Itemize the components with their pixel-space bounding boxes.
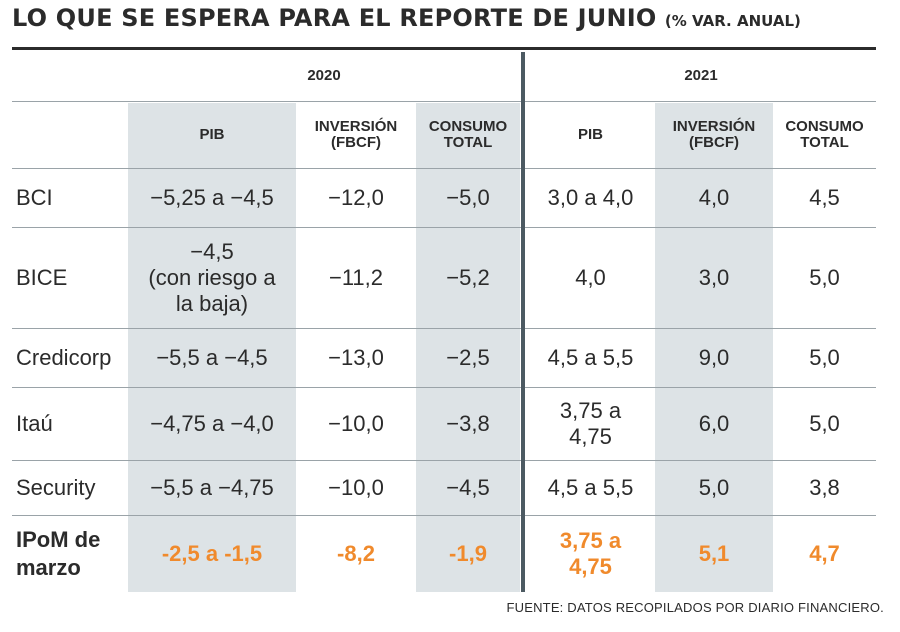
- row-divider: [12, 168, 876, 169]
- title-row: LO QUE SE ESPERA PARA EL REPORTE DE JUNI…: [12, 4, 882, 44]
- table-cell-2020-consumo: -1,9: [449, 541, 487, 566]
- table-cell-2020-inversion: −12,0: [328, 185, 384, 210]
- table-cell-2020-consumo: −5,2: [446, 265, 490, 290]
- table-cell-2020-pib: −5,5 a −4,5: [156, 345, 268, 370]
- table-cell-2021-pib: 3,0 a 4,0: [547, 185, 634, 210]
- column-header-label: PIB: [577, 126, 603, 143]
- table-cell-2021-inversion: 9,0: [698, 345, 730, 370]
- table-cell-2020-inversion: −10,0: [328, 411, 384, 436]
- shaded-column-2020-pib: [128, 103, 296, 592]
- shaded-column-2021-inversion: [655, 103, 773, 592]
- column-header-label: CONSUMO TOTAL: [428, 118, 508, 151]
- table-cell-2020-inversion: −13,0: [328, 345, 384, 370]
- table-cell-2020-inversion: −10,0: [328, 475, 384, 500]
- year-divider: [521, 52, 525, 592]
- column-header-label: INVERSIÓN (FBCF): [314, 118, 398, 151]
- row-label: IPoM de marzo: [16, 527, 101, 580]
- row-label: Itaú: [16, 411, 53, 436]
- row-divider: [12, 101, 876, 102]
- column-header-2020-consumo: CONSUMO TOTAL: [416, 103, 520, 167]
- row-divider: [12, 387, 876, 388]
- row-label: Credicorp: [16, 345, 112, 370]
- table-cell-2021-consumo: 5,0: [809, 411, 840, 436]
- title-rule: [12, 47, 876, 50]
- column-header-2021-consumo: CONSUMO TOTAL: [773, 103, 876, 167]
- table-cell-2020-pib: −4,5 (con riesgo a la baja): [148, 239, 276, 316]
- table-cell-2020-consumo: −5,0: [446, 185, 490, 210]
- column-header-label: INVERSIÓN (FBCF): [672, 118, 756, 151]
- table-cell-2020-consumo: −4,5: [446, 475, 490, 500]
- row-divider: [12, 515, 876, 516]
- table-cell-2021-pib: 3,75 a 4,75: [559, 398, 622, 449]
- table-cell-2021-consumo: 3,8: [809, 475, 840, 500]
- table-cell-2020-pib: −5,25 a −4,5: [150, 185, 274, 210]
- table-cell-2021-pib: 4,5 a 5,5: [547, 345, 634, 370]
- column-header-2020-pib: PIB: [128, 103, 296, 167]
- table-cell-2021-consumo: 4,7: [809, 541, 840, 566]
- table-cell-2020-pib: -2,5 a -1,5: [161, 541, 263, 566]
- column-header-label: PIB: [199, 126, 225, 143]
- table-cell-2021-inversion: 3,0: [698, 265, 730, 290]
- source-note: FUENTE: DATOS RECOPILADOS POR DIARIO FIN…: [506, 600, 884, 615]
- table-cell-2020-inversion: −11,2: [328, 265, 384, 290]
- table-cell-2020-inversion: -8,2: [337, 541, 375, 566]
- table-cell-2021-consumo: 5,0: [809, 345, 840, 370]
- table-cell-2021-inversion: 5,0: [698, 475, 730, 500]
- table-cell-2020-consumo: −3,8: [446, 411, 490, 436]
- row-label: BICE: [16, 265, 68, 290]
- column-header-2021-pib: PIB: [526, 103, 655, 167]
- table-cell-2021-inversion: 6,0: [698, 411, 730, 436]
- shaded-column-2020-consumo: [416, 103, 520, 592]
- table-cell-2021-pib: 4,5 a 5,5: [547, 475, 634, 500]
- page-title: LO QUE SE ESPERA PARA EL REPORTE DE JUNI…: [12, 4, 657, 32]
- row-label: Security: [16, 475, 96, 500]
- column-header-2021-inversion: INVERSIÓN (FBCF): [655, 103, 773, 167]
- table-cell-2021-consumo: 5,0: [809, 265, 840, 290]
- row-divider: [12, 328, 876, 329]
- table-cell-2020-pib: −4,75 a −4,0: [150, 411, 274, 436]
- table-cell-2021-consumo: 4,5: [809, 185, 840, 210]
- page-subtitle: (% VAR. ANUAL): [664, 12, 801, 30]
- table-cell-2020-pib: −5,5 a −4,75: [150, 475, 274, 500]
- column-header-label: CONSUMO TOTAL: [785, 118, 864, 151]
- table-cell-2020-consumo: −2,5: [446, 345, 490, 370]
- row-label: BCI: [16, 185, 53, 210]
- column-header-2020-inversion: INVERSIÓN (FBCF): [296, 103, 416, 167]
- table-cell-2021-pib: 3,75 a 4,75: [559, 528, 622, 579]
- row-divider: [12, 460, 876, 461]
- table-cell-2021-inversion: 5,1: [698, 541, 730, 566]
- table-cell-2021-inversion: 4,0: [698, 185, 730, 210]
- row-divider: [12, 227, 876, 228]
- table-cell-2021-pib: 4,0: [575, 265, 606, 290]
- year-label-2020: 2020: [307, 67, 341, 84]
- year-label-2021: 2021: [684, 67, 718, 84]
